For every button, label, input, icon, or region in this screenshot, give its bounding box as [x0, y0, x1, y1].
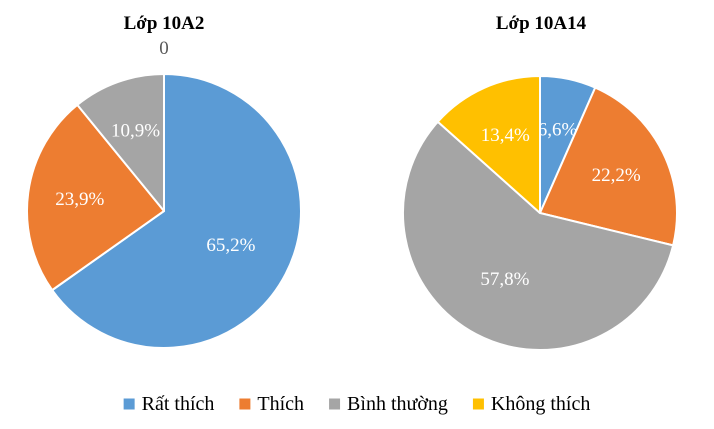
pie-10a14: 6,6% 22,2% 57,8% 13,4%	[402, 75, 678, 351]
data-label-lop-10a2-khong-thich: 0	[159, 38, 169, 59]
pie-10a2: 65,2% 23,9% 10,9% 0	[26, 38, 302, 349]
pie-slice-lop-10a2-rat-thich	[51, 73, 302, 349]
data-label-lop-10a2-rat-thich: 65,2%	[206, 235, 255, 256]
chart-title-10a2: Lớp 10A2	[124, 13, 205, 34]
data-label-lop-10a14-khong-thich: 13,4%	[481, 125, 530, 146]
legend-label-thich: Thích	[257, 393, 304, 415]
legend: Rất thích Thích Bình thường Không thích	[123, 393, 590, 415]
pie-slice-lop-10a14-thich	[539, 86, 678, 247]
pie-slice-lop-10a14-binh-thuong	[402, 120, 675, 351]
legend-swatch-khong-thich	[472, 398, 484, 410]
chart-title-10a14: Lớp 10A14	[496, 13, 587, 34]
legend-label-khong-thich: Không thích	[491, 393, 590, 415]
data-label-lop-10a14-thich: 22,2%	[592, 165, 641, 186]
data-label-lop-10a14-rat-thich: 6,6%	[538, 119, 578, 140]
pie-slice-lop-10a14-khong-thich	[436, 75, 541, 214]
legend-swatch-thich	[239, 398, 251, 410]
legend-swatch-rat-thich	[123, 398, 135, 410]
legend-swatch-binh-thuong	[329, 398, 341, 410]
legend-label-binh-thuong: Bình thường	[347, 393, 448, 415]
pie-slice-lop-10a2-binh-thuong	[76, 73, 165, 212]
data-label-lop-10a14-binh-thuong: 57,8%	[480, 269, 529, 290]
data-label-lop-10a2-binh-thuong: 10,9%	[111, 120, 160, 141]
data-label-lop-10a2-thich: 23,9%	[55, 189, 104, 210]
legend-label-rat-thich: Rất thích	[142, 393, 215, 415]
pie-slice-lop-10a2-thich	[26, 103, 165, 292]
